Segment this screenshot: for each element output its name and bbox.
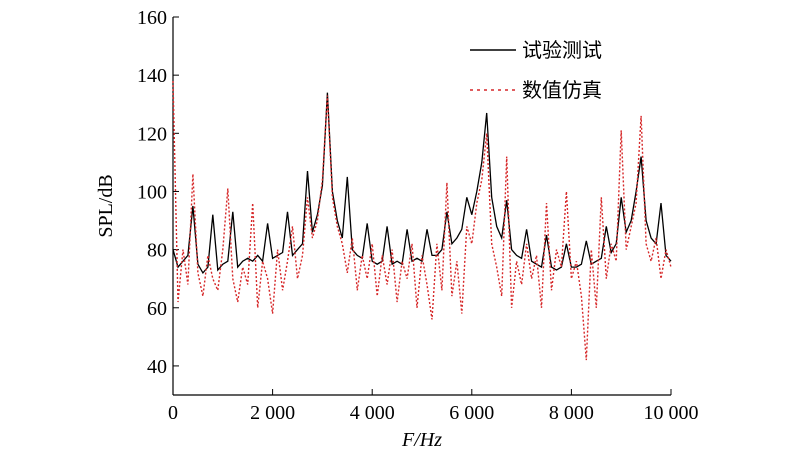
- y-axis-label: SPL/dB: [95, 174, 117, 237]
- y-tick-label: 140: [137, 65, 167, 87]
- legend-label: 数值仿真: [522, 78, 602, 102]
- x-tick-label: 6 000: [449, 402, 494, 424]
- series-line: [172, 92, 672, 275]
- x-tick-label: 2 000: [250, 402, 295, 424]
- y-tick-label: 40: [147, 356, 167, 378]
- y-tick-label: 100: [137, 181, 167, 203]
- x-tick-label: 8 000: [549, 402, 594, 424]
- x-tick-label: 10 000: [644, 402, 699, 424]
- x-tick-label: 4 000: [350, 402, 395, 424]
- series-line: [172, 80, 672, 361]
- y-tick-label: 160: [137, 7, 167, 29]
- x-tick-label: 0: [168, 402, 178, 424]
- legend-label: 试验测试: [522, 38, 602, 62]
- x-axis-label: F/Hz: [401, 429, 442, 451]
- y-tick-label: 60: [147, 298, 167, 320]
- y-tick-label: 80: [147, 240, 167, 262]
- y-tick-label: 120: [137, 123, 167, 145]
